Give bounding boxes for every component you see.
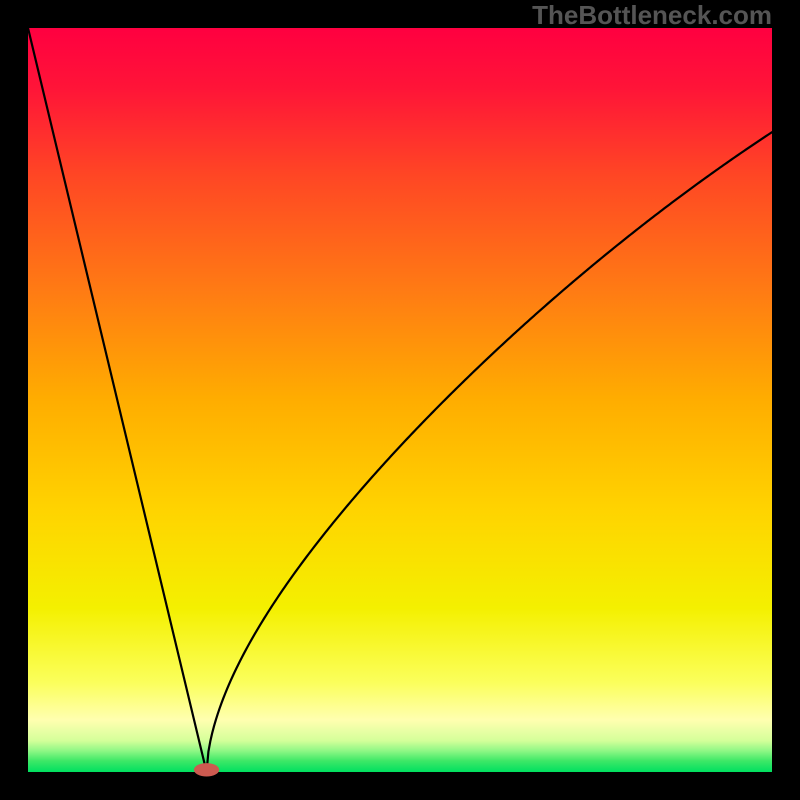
chart-container: TheBottleneck.com — [0, 0, 800, 800]
optimum-marker — [194, 763, 219, 776]
watermark-text: TheBottleneck.com — [532, 0, 772, 31]
bottleneck-curve — [28, 28, 772, 772]
curve-layer — [0, 0, 800, 800]
